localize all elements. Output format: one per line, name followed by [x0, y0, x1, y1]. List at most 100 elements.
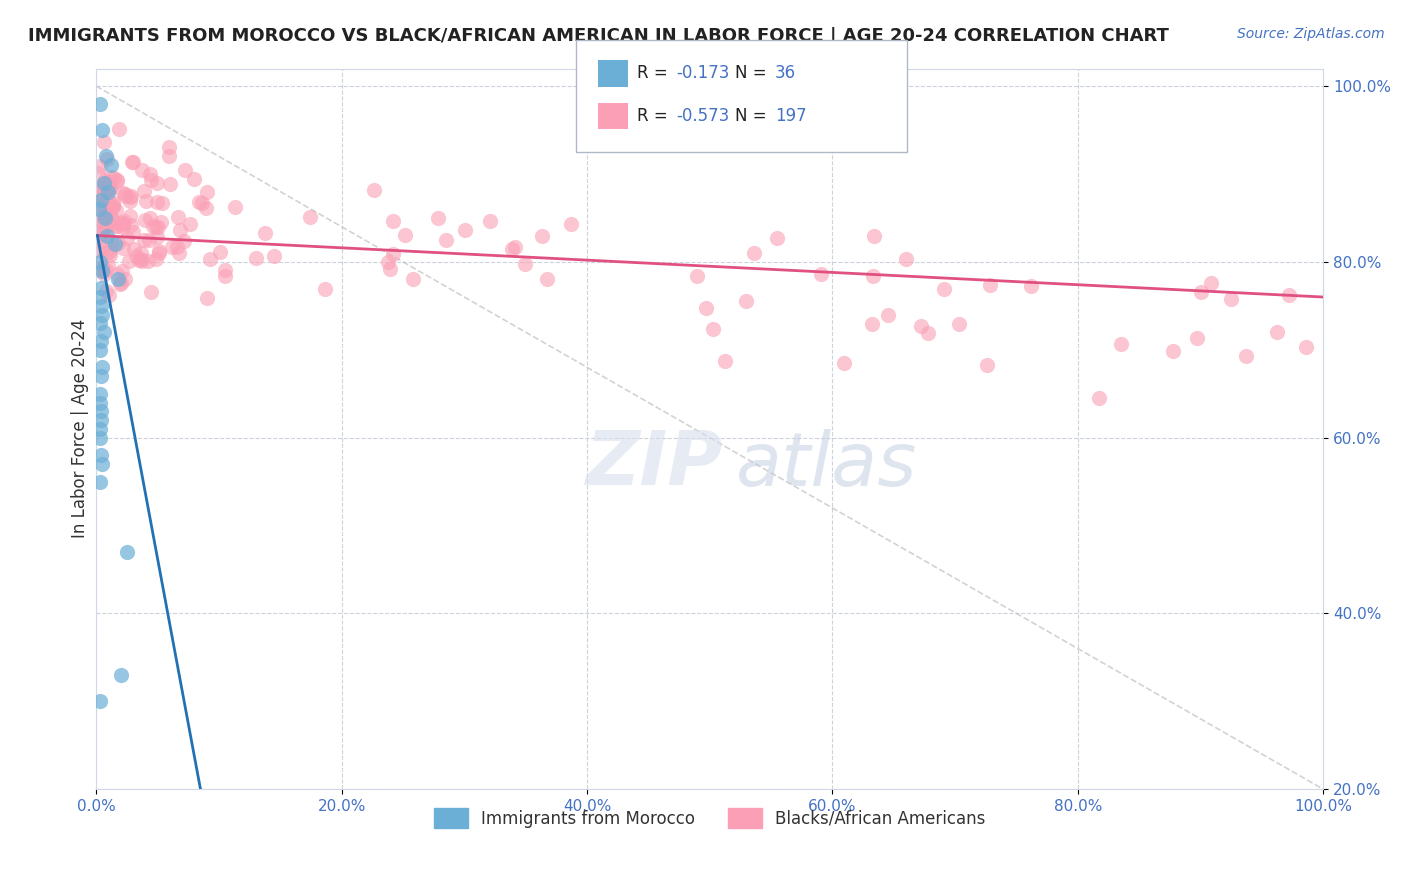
- Point: [87, 179, 110, 194]
- Point: [91, 263, 114, 277]
- Point: [115, 230, 138, 244]
- Text: Source: ZipAtlas.com: Source: ZipAtlas.com: [1237, 27, 1385, 41]
- Point: [112, 217, 135, 231]
- Point: [427, 211, 450, 225]
- Point: [122, 225, 145, 239]
- Text: N =: N =: [735, 107, 772, 125]
- Point: [139, 173, 162, 187]
- Point: [434, 233, 457, 247]
- Point: [157, 149, 180, 163]
- Point: [90, 369, 112, 384]
- Point: [150, 215, 173, 229]
- Point: [173, 163, 195, 178]
- Point: [876, 309, 898, 323]
- Point: [89, 228, 111, 243]
- Point: [87, 218, 110, 232]
- Point: [394, 227, 416, 242]
- Point: [97, 244, 120, 259]
- Point: [90, 225, 112, 239]
- Point: [894, 252, 917, 266]
- Point: [695, 301, 717, 315]
- Point: [148, 246, 170, 260]
- Point: [167, 211, 190, 225]
- Point: [503, 239, 526, 253]
- Point: [111, 217, 134, 231]
- Point: [378, 261, 401, 276]
- Point: [560, 217, 582, 231]
- Point: [110, 216, 132, 230]
- Point: [87, 220, 110, 235]
- Point: [1265, 325, 1288, 339]
- Point: [188, 195, 211, 210]
- Point: [107, 122, 129, 136]
- Point: [735, 293, 758, 308]
- Point: [90, 281, 112, 295]
- Point: [87, 202, 110, 216]
- Point: [101, 211, 124, 226]
- Point: [214, 263, 236, 277]
- Point: [100, 211, 122, 225]
- Point: [1161, 343, 1184, 358]
- Point: [94, 149, 117, 163]
- Point: [89, 220, 111, 235]
- Point: [702, 322, 724, 336]
- Point: [917, 326, 939, 340]
- Point: [105, 219, 128, 233]
- Point: [209, 244, 232, 259]
- Point: [1019, 278, 1042, 293]
- Point: [91, 123, 114, 137]
- Point: [98, 217, 121, 231]
- Point: [89, 255, 111, 269]
- Point: [454, 223, 477, 237]
- Point: [110, 668, 132, 682]
- Point: [112, 186, 135, 200]
- Point: [142, 219, 165, 233]
- Point: [195, 291, 218, 305]
- Point: [100, 169, 122, 184]
- Point: [100, 202, 122, 217]
- Text: ZIP: ZIP: [586, 428, 723, 501]
- Point: [104, 219, 127, 233]
- Point: [90, 244, 112, 258]
- Text: R =: R =: [637, 64, 673, 82]
- Point: [87, 166, 110, 180]
- Point: [501, 242, 523, 256]
- Point: [103, 196, 125, 211]
- Point: [253, 227, 276, 241]
- Point: [131, 252, 153, 267]
- Point: [118, 194, 141, 208]
- Point: [139, 167, 162, 181]
- Point: [91, 222, 114, 236]
- Point: [1199, 276, 1222, 290]
- Point: [118, 190, 141, 204]
- Text: -0.173: -0.173: [676, 64, 730, 82]
- Point: [122, 242, 145, 256]
- Point: [90, 261, 112, 276]
- Point: [96, 152, 118, 166]
- Point: [128, 253, 150, 268]
- Point: [86, 263, 108, 277]
- Point: [157, 140, 180, 154]
- Point: [111, 220, 134, 235]
- Point: [513, 257, 536, 271]
- Text: atlas: atlas: [735, 429, 917, 501]
- Point: [86, 194, 108, 209]
- Point: [145, 252, 167, 267]
- Point: [131, 254, 153, 268]
- Text: IMMIGRANTS FROM MOROCCO VS BLACK/AFRICAN AMERICAN IN LABOR FORCE | AGE 20-24 COR: IMMIGRANTS FROM MOROCCO VS BLACK/AFRICAN…: [28, 27, 1168, 45]
- Point: [139, 285, 162, 299]
- Point: [93, 179, 115, 194]
- Point: [89, 343, 111, 357]
- Point: [224, 200, 246, 214]
- Point: [402, 272, 425, 286]
- Point: [160, 240, 183, 254]
- Point: [122, 155, 145, 169]
- Point: [159, 178, 181, 192]
- Point: [145, 220, 167, 235]
- Point: [96, 228, 118, 243]
- Point: [91, 360, 114, 375]
- Point: [131, 245, 153, 260]
- Point: [90, 211, 112, 225]
- Point: [103, 171, 125, 186]
- Point: [120, 219, 142, 233]
